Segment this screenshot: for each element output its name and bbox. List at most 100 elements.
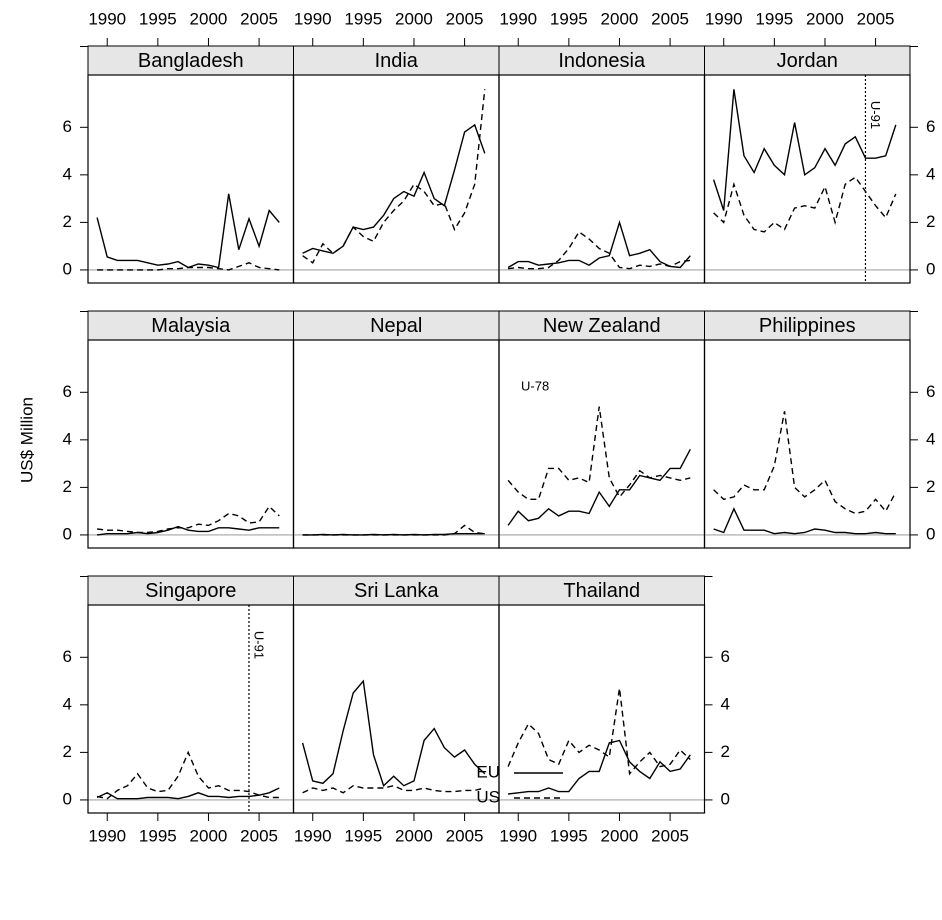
panel-frame <box>292 339 500 549</box>
series-line <box>507 219 691 269</box>
panel-frame <box>703 74 911 284</box>
legend-label: EU <box>476 762 500 781</box>
series-line <box>507 688 691 776</box>
x-tick-label: 1995 <box>139 9 177 28</box>
x-tick-label: 2005 <box>446 826 484 845</box>
strip <box>293 45 500 76</box>
series-line <box>97 262 280 271</box>
y-tick-label: 0 <box>63 259 72 278</box>
series-line <box>97 505 280 534</box>
y-tick-label: 4 <box>63 429 72 448</box>
panel-title: New Zealand <box>543 315 661 337</box>
series-line <box>508 230 691 270</box>
series-line <box>302 123 486 255</box>
panel-frame <box>87 74 295 284</box>
panel-frame <box>498 604 706 814</box>
x-tick-label: 1990 <box>499 9 537 28</box>
y-tick-label: 0 <box>926 524 935 543</box>
series-line <box>713 411 897 515</box>
panel-title: Sri Lanka <box>354 580 439 602</box>
x-tick-label: 1990 <box>705 9 743 28</box>
annotation: U-91 <box>868 101 883 129</box>
panel-title: Jordan <box>777 50 838 72</box>
y-tick-label: 6 <box>926 382 935 401</box>
panel-title: Nepal <box>370 315 422 337</box>
y-tick-label: 2 <box>926 477 935 496</box>
x-tick-label: 2000 <box>190 9 228 28</box>
x-tick-label: 1995 <box>550 826 588 845</box>
x-tick-label: 2000 <box>395 9 433 28</box>
y-tick-label: 0 <box>63 789 72 808</box>
panel-title: Malaysia <box>151 315 231 337</box>
panel-frame <box>498 74 706 284</box>
annotation: U-91 <box>252 631 267 659</box>
strip <box>87 45 294 76</box>
y-tick-label: 6 <box>63 382 72 401</box>
x-tick-label: 2000 <box>601 9 639 28</box>
panel-title: Thailand <box>563 580 640 602</box>
y-axis-label: US$ Million <box>17 397 36 483</box>
series-line <box>96 193 280 269</box>
panel-title: Singapore <box>145 580 236 602</box>
y-tick-label: 6 <box>63 117 72 136</box>
legend-label: US <box>476 787 500 806</box>
x-tick-label: 2005 <box>240 9 278 28</box>
x-tick-label: 1990 <box>294 826 332 845</box>
x-tick-label: 2000 <box>601 826 639 845</box>
x-tick-label: 1990 <box>499 826 537 845</box>
y-tick-label: 2 <box>63 742 72 761</box>
y-tick-label: 4 <box>721 694 730 713</box>
series-line <box>302 89 486 264</box>
x-tick-label: 2005 <box>446 9 484 28</box>
x-tick-label: 1995 <box>344 826 382 845</box>
y-tick-label: 0 <box>721 789 730 808</box>
series-line <box>713 507 896 535</box>
series-line <box>302 784 485 794</box>
series-line <box>712 89 897 211</box>
x-tick-label: 2005 <box>240 826 278 845</box>
series-line <box>96 750 280 800</box>
y-tick-label: 4 <box>926 164 935 183</box>
y-tick-label: 2 <box>926 212 935 231</box>
y-tick-label: 2 <box>63 212 72 231</box>
x-tick-label: 2000 <box>190 826 228 845</box>
x-tick-label: 2000 <box>395 826 433 845</box>
x-tick-label: 2005 <box>651 9 689 28</box>
y-tick-label: 4 <box>63 694 72 713</box>
series-line <box>97 525 280 536</box>
y-tick-label: 2 <box>721 742 730 761</box>
panel-title: Bangladesh <box>138 50 244 72</box>
x-tick-label: 1995 <box>344 9 382 28</box>
panel-frame <box>498 339 706 549</box>
panel-title: India <box>375 50 419 72</box>
x-tick-label: 1995 <box>550 9 588 28</box>
y-tick-label: 0 <box>63 524 72 543</box>
strip <box>704 45 911 76</box>
series-line <box>508 739 691 795</box>
series-line <box>507 406 691 500</box>
strip <box>498 45 705 76</box>
y-tick-label: 2 <box>63 477 72 496</box>
series-line <box>302 524 485 536</box>
x-tick-label: 1995 <box>755 9 793 28</box>
series-line <box>713 176 897 233</box>
x-tick-label: 1990 <box>88 9 126 28</box>
x-tick-label: 2000 <box>806 9 844 28</box>
x-tick-label: 1990 <box>294 9 332 28</box>
series-line <box>96 787 280 800</box>
panel-title: Indonesia <box>558 50 646 72</box>
series-line <box>507 448 691 526</box>
y-tick-label: 0 <box>926 259 935 278</box>
y-tick-label: 4 <box>63 164 72 183</box>
strip <box>704 310 911 341</box>
y-tick-label: 6 <box>63 647 72 666</box>
x-tick-label: 1990 <box>88 826 126 845</box>
x-tick-label: 2005 <box>857 9 895 28</box>
y-tick-label: 6 <box>926 117 935 136</box>
x-tick-label: 1995 <box>139 826 177 845</box>
panel-title: Philippines <box>759 315 856 337</box>
series-line <box>301 679 486 787</box>
panel-frame <box>703 339 911 549</box>
